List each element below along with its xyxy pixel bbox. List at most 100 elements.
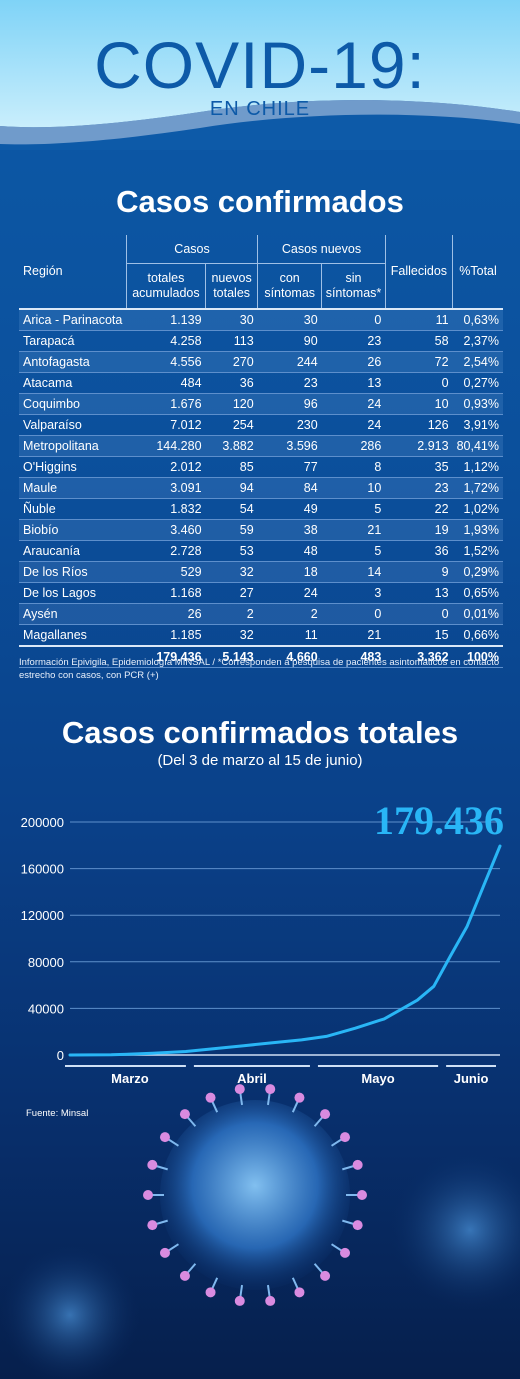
cell-fallecidos: 19 bbox=[385, 519, 453, 541]
virus-spike-tip bbox=[320, 1109, 331, 1120]
header-pct-total: %Total bbox=[452, 235, 503, 310]
header-region: Región bbox=[19, 235, 127, 310]
cell-pct: 1,93% bbox=[452, 519, 503, 541]
cell-region: Tarapacá bbox=[19, 330, 127, 352]
virus-spike-tip bbox=[265, 1295, 276, 1306]
totals-sin: 483 bbox=[321, 645, 386, 668]
cell-fallecidos: 22 bbox=[385, 498, 453, 520]
cell-nuevos: 3.882 bbox=[205, 435, 258, 457]
header-totales-acumulados: totales acumulados bbox=[125, 263, 206, 310]
cell-con: 3.596 bbox=[257, 435, 322, 457]
cell-sin: 0 bbox=[321, 309, 386, 331]
table-row: De los Ríos 529 32 18 14 9 0,29% bbox=[19, 561, 503, 583]
virus-spike-tip bbox=[234, 1295, 245, 1306]
cell-region: Magallanes bbox=[19, 624, 127, 647]
cases-table-body: Arica - Parinacota 1.139 30 30 0 11 0,63% Tarap… bbox=[19, 309, 503, 647]
total-annotation: 179.436 bbox=[374, 798, 504, 843]
cell-con: 90 bbox=[257, 330, 322, 352]
table-row: Magallanes 1.185 32 11 21 15 0,66% bbox=[19, 624, 503, 647]
cell-fallecidos: 10 bbox=[385, 393, 453, 415]
cell-totales: 26 bbox=[126, 603, 206, 625]
virus-spike-tip bbox=[340, 1247, 351, 1258]
cell-totales: 3.460 bbox=[126, 519, 206, 541]
cell-region: O'Higgins bbox=[19, 456, 127, 478]
cell-totales: 4.556 bbox=[126, 351, 206, 373]
table-row: Coquimbo 1.676 120 96 24 10 0,93% bbox=[19, 393, 503, 415]
header-fallecidos: Fallecidos bbox=[384, 235, 453, 310]
cell-totales: 2.728 bbox=[126, 540, 206, 562]
cell-totales: 1.139 bbox=[126, 309, 206, 331]
header-group-casos-nuevos: Casos nuevos bbox=[257, 235, 386, 264]
cell-con: 49 bbox=[257, 498, 322, 520]
cell-con: 24 bbox=[257, 582, 322, 604]
cell-nuevos: 59 bbox=[205, 519, 258, 541]
cell-totales: 1.168 bbox=[126, 582, 206, 604]
cell-nuevos: 30 bbox=[205, 309, 258, 331]
table-row: Tarapacá 4.258 113 90 23 58 2,37% bbox=[19, 330, 503, 352]
totals-nuevos: 5.143 bbox=[205, 645, 258, 668]
cell-nuevos: 53 bbox=[205, 540, 258, 562]
virus-spike-tip bbox=[265, 1084, 276, 1095]
cell-region: Coquimbo bbox=[19, 393, 127, 415]
cell-fallecidos: 15 bbox=[385, 624, 453, 647]
cell-region: Araucanía bbox=[19, 540, 127, 562]
cell-con: 23 bbox=[257, 372, 322, 394]
cell-region: Metropolitana bbox=[19, 435, 127, 457]
cell-totales: 144.280 bbox=[126, 435, 206, 457]
table-row: De los Lagos 1.168 27 24 3 13 0,65% bbox=[19, 582, 503, 604]
header-group-casos: Casos bbox=[125, 235, 258, 264]
cell-nuevos: 94 bbox=[205, 477, 258, 499]
cell-nuevos: 113 bbox=[205, 330, 258, 352]
cell-con: 96 bbox=[257, 393, 322, 415]
cases-table: Región Casos Casos nuevos Fallecidos %To… bbox=[19, 235, 503, 668]
virus-spike-tip bbox=[159, 1247, 170, 1258]
cell-con: 84 bbox=[257, 477, 322, 499]
header-banner: COVID-19: EN CHILE bbox=[0, 0, 520, 150]
totals-fallecidos: 3.362 bbox=[385, 645, 453, 668]
cell-sin: 21 bbox=[321, 624, 386, 647]
virus-spike-tip bbox=[205, 1287, 216, 1298]
y-tick-label: 80000 bbox=[28, 955, 64, 970]
totals-con: 4.660 bbox=[257, 645, 322, 668]
cell-pct: 3,91% bbox=[452, 414, 503, 436]
page-title: COVID-19: bbox=[94, 28, 426, 102]
cell-totales: 529 bbox=[126, 561, 206, 583]
virus-spike-tip bbox=[234, 1084, 245, 1095]
cell-con: 77 bbox=[257, 456, 322, 478]
header-nuevos-totales: nuevos totales bbox=[205, 263, 258, 310]
cell-con: 18 bbox=[257, 561, 322, 583]
cell-fallecidos: 126 bbox=[385, 414, 453, 436]
header-sin-sintomas: sin síntomas* bbox=[321, 263, 386, 310]
cell-nuevos: 32 bbox=[205, 561, 258, 583]
header-con-sintomas: con síntomas bbox=[257, 263, 322, 310]
chart-section-title: Casos confirmados totales bbox=[61, 715, 459, 750]
cell-totales: 7.012 bbox=[126, 414, 206, 436]
cell-sin: 5 bbox=[321, 540, 386, 562]
cell-totales: 3.091 bbox=[126, 477, 206, 499]
virus-spike-tip bbox=[179, 1109, 190, 1120]
virus-spike-tip bbox=[340, 1132, 351, 1143]
cell-pct: 0,65% bbox=[452, 582, 503, 604]
totals-region bbox=[19, 645, 127, 668]
y-tick-label: 120000 bbox=[21, 908, 64, 923]
table-row: Biobío 3.460 59 38 21 19 1,93% bbox=[19, 519, 503, 541]
cell-sin: 23 bbox=[321, 330, 386, 352]
cell-con: 30 bbox=[257, 309, 322, 331]
table-row: Maule 3.091 94 84 10 23 1,72% bbox=[19, 477, 503, 499]
x-tick-label: Abril bbox=[237, 1071, 267, 1086]
table-row: Metropolitana 144.280 3.882 3.596 286 2.913 80… bbox=[19, 435, 503, 457]
cell-region: De los Lagos bbox=[19, 582, 127, 604]
cell-nuevos: 270 bbox=[205, 351, 258, 373]
cell-totales: 2.012 bbox=[126, 456, 206, 478]
table-row: Aysén 26 2 2 0 0 0,01% bbox=[19, 603, 503, 625]
cell-region: Atacama bbox=[19, 372, 127, 394]
cell-pct: 2,54% bbox=[452, 351, 503, 373]
table-row: Valparaíso 7.012 254 230 24 126 3,91% bbox=[19, 414, 503, 436]
cell-fallecidos: 23 bbox=[385, 477, 453, 499]
cell-pct: 0,93% bbox=[452, 393, 503, 415]
cell-sin: 21 bbox=[321, 519, 386, 541]
cell-sin: 26 bbox=[321, 351, 386, 373]
cell-pct: 0,29% bbox=[452, 561, 503, 583]
cell-sin: 13 bbox=[321, 372, 386, 394]
cell-con: 38 bbox=[257, 519, 322, 541]
